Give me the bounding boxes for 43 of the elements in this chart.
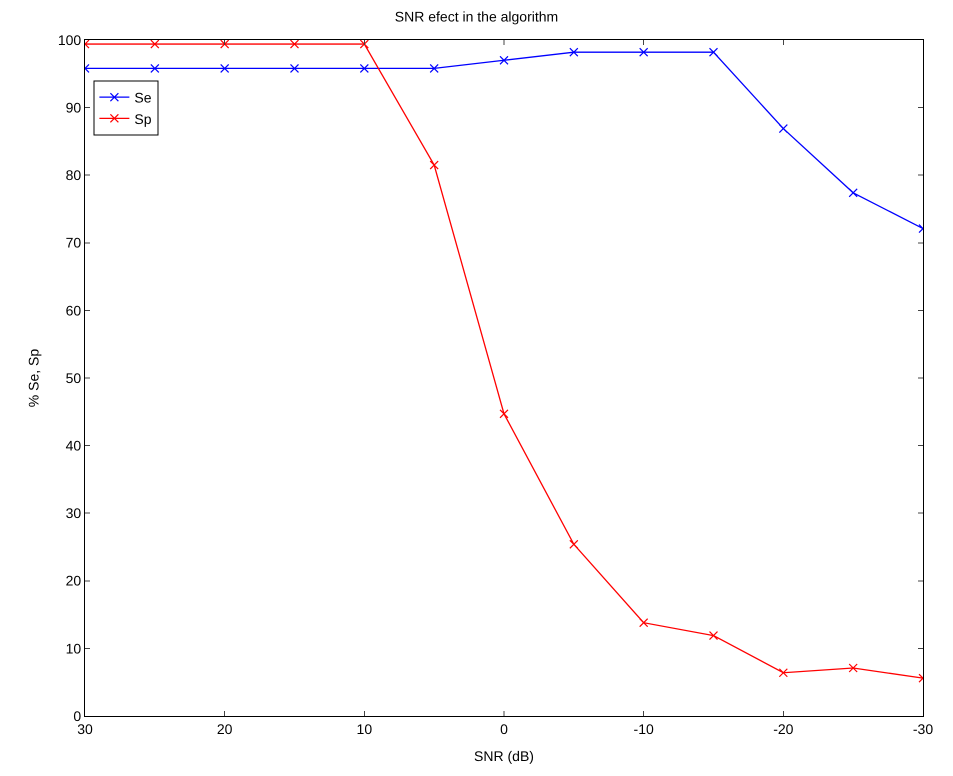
legend-label: Se xyxy=(134,90,152,106)
y-tick-label: 10 xyxy=(66,640,82,656)
point xyxy=(430,160,439,170)
point xyxy=(290,64,300,73)
y-axis-title: % Se, Sp xyxy=(25,348,42,408)
point xyxy=(499,409,509,418)
point xyxy=(430,64,439,73)
point xyxy=(569,48,578,57)
point xyxy=(708,48,718,57)
point xyxy=(778,124,788,134)
y-tick-label: 60 xyxy=(66,302,82,318)
point xyxy=(220,40,230,49)
y-tick-label: 80 xyxy=(66,167,82,184)
y-tick-label: 30 xyxy=(66,505,82,522)
y-tick-label: 100 xyxy=(58,32,82,48)
point xyxy=(848,188,858,198)
point xyxy=(150,64,160,73)
x-tick-label: 0 xyxy=(500,720,508,737)
point xyxy=(569,540,578,549)
point xyxy=(848,663,858,673)
x-tick-label: -20 xyxy=(773,720,794,737)
x-tick-label: -30 xyxy=(912,720,934,737)
x-tick-label: -10 xyxy=(634,720,654,737)
y-tick-label: 50 xyxy=(66,370,82,386)
point xyxy=(639,618,648,628)
y-tick-label: 40 xyxy=(66,438,82,454)
x-tick-label: 10 xyxy=(356,720,372,737)
legend-label: Sp xyxy=(134,110,152,127)
point xyxy=(220,64,230,73)
point xyxy=(708,630,718,640)
x-axis-title: SNR (dB) xyxy=(474,748,534,764)
point xyxy=(639,48,648,57)
point xyxy=(150,40,160,49)
chart-title: SNR efect in the algorithm xyxy=(394,8,558,24)
y-tick-label: 70 xyxy=(66,234,82,251)
point xyxy=(360,64,369,73)
point xyxy=(499,56,509,65)
y-tick-label: 90 xyxy=(66,100,82,116)
x-tick-label: 20 xyxy=(216,720,233,737)
point xyxy=(778,668,788,678)
point xyxy=(360,40,369,49)
point xyxy=(290,40,300,49)
y-tick-label: 20 xyxy=(66,572,82,589)
